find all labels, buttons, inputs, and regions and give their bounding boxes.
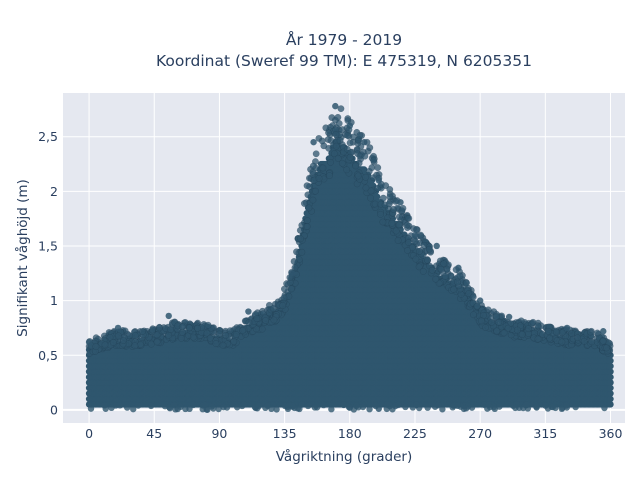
data-point xyxy=(374,194,380,200)
